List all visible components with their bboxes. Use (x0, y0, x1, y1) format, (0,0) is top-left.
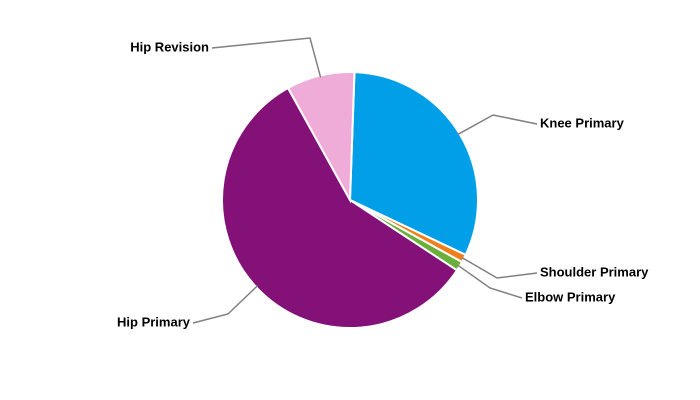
leader-line (457, 264, 523, 299)
slice-label: Shoulder Primary (540, 264, 649, 279)
leader-line (461, 256, 538, 279)
slice-label: Knee Primary (540, 115, 625, 130)
leader-line (192, 285, 259, 324)
slice-label: Elbow Primary (525, 289, 616, 304)
leader-line (211, 37, 322, 78)
slice-label: Hip Primary (117, 314, 191, 329)
slice-label: Hip Revision (130, 39, 209, 54)
leader-line (457, 114, 538, 136)
